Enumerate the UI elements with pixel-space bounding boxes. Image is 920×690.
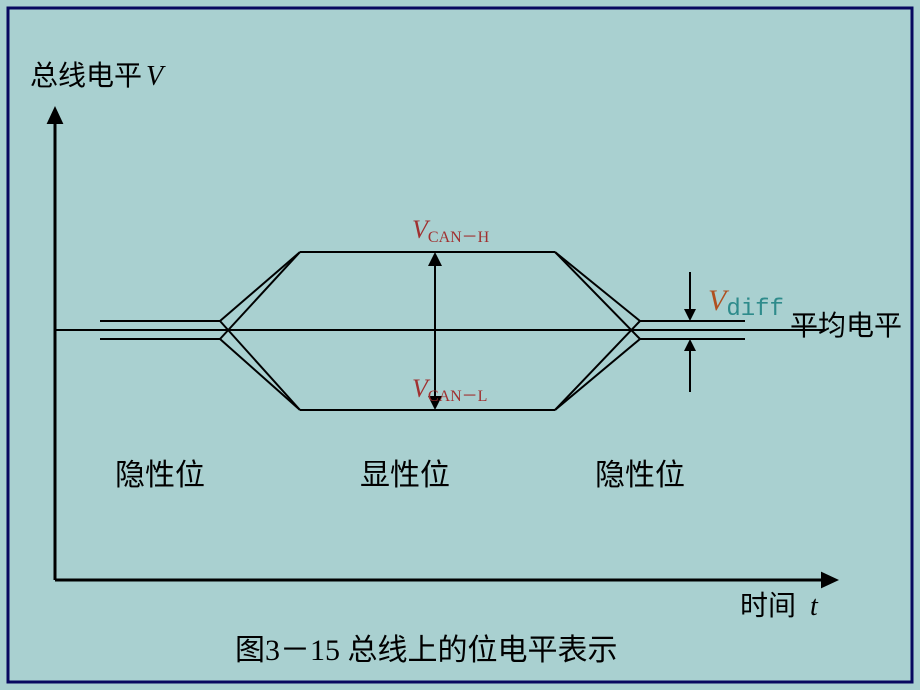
y-axis-title: 总线电平V — [30, 60, 166, 92]
recessive-label-2: 隐性位 — [595, 459, 685, 492]
avg-level-label: 平均电平 — [790, 310, 902, 342]
figure-caption: 图3－15 总线上的位电平表示 — [235, 634, 618, 667]
dominant-label: 显性位 — [360, 459, 450, 492]
slide-root: 总线电平V平均电平时间t图3－15 总线上的位电平表示VCAN－HVCAN－LV… — [0, 0, 920, 690]
recessive-label-1: 隐性位 — [115, 459, 205, 492]
diagram-svg: 总线电平V平均电平时间t图3－15 总线上的位电平表示VCAN－HVCAN－LV… — [0, 0, 920, 690]
